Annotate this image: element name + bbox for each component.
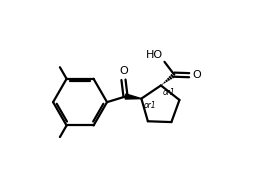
Polygon shape	[125, 94, 142, 99]
Text: or1: or1	[162, 87, 175, 96]
Text: O: O	[119, 66, 128, 76]
Text: or1: or1	[143, 101, 156, 110]
Text: O: O	[192, 70, 201, 80]
Text: HO: HO	[146, 50, 163, 60]
